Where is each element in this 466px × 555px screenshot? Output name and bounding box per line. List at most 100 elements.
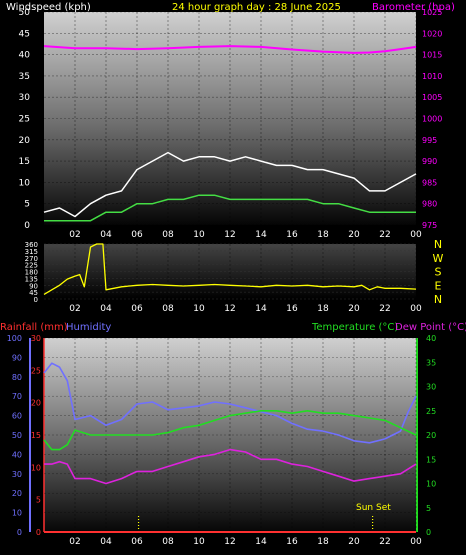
direction-y-tick-label: 180 (25, 269, 38, 277)
wind-y-tick-label: 20 (19, 136, 31, 146)
barometer-series (43, 45, 417, 54)
wind-direction-series (43, 243, 417, 295)
direction-y-tick-label: 270 (25, 255, 38, 263)
temperature-axis-title: Temperature (°C) (311, 322, 398, 333)
wind-y-tick-label: 30 (19, 93, 31, 103)
rainfall-y-tick-label: 20 (31, 399, 41, 408)
x-tick-label: 02 (69, 230, 80, 240)
baro-y-tick-label: 990 (422, 157, 437, 166)
dewpoint-axis-title: Dew Point (°C) (395, 322, 466, 333)
x-tick-label: 02 (69, 304, 80, 314)
baro-y-tick-label: 1015 (422, 51, 442, 60)
x-tick-label: 02 (69, 537, 80, 547)
x-tick-label: 10 (193, 230, 205, 240)
compass-tick-label: W (433, 252, 444, 265)
x-tick-label: 00 (410, 230, 422, 240)
rainfall-axis-title: Rainfall (mm) (0, 322, 68, 333)
windspeed-axis-title: Windspeed (kph) (6, 2, 91, 13)
humidity-y-tick-label: 100 (7, 334, 22, 343)
wind-y-tick-label: 0 (24, 221, 30, 231)
compass-tick-label: E (435, 279, 442, 292)
humidity-y-tick-label: 50 (12, 431, 22, 440)
rainfall-y-tick-label: 15 (31, 431, 41, 440)
rainfall-y-tick-label: 0 (36, 528, 41, 537)
baro-y-tick-label: 1005 (422, 93, 442, 102)
temperature-y-tick-label: 10 (426, 480, 436, 489)
baro-y-tick-label: 975 (422, 221, 437, 230)
humidity-y-tick-label: 30 (12, 470, 22, 479)
baro-y-tick-label: 995 (422, 136, 437, 145)
x-tick-label: 18 (317, 537, 329, 547)
x-tick-label: 16 (286, 304, 298, 314)
x-tick-label: 10 (193, 304, 205, 314)
temperature-series (43, 409, 417, 451)
compass-tick-label: N (434, 293, 442, 306)
x-tick-label: 14 (255, 304, 267, 314)
dewpoint-series (44, 448, 417, 485)
sunset-label: Sun Set (356, 503, 391, 513)
wind-y-tick-label: 10 (19, 178, 31, 188)
humidity-y-tick-label: 20 (12, 489, 22, 498)
humidity-y-tick-label: 10 (12, 509, 22, 518)
rainfall-y-tick-label: 10 (31, 463, 41, 472)
direction-y-tick-label: 315 (25, 248, 38, 256)
graph-title: 24 hour graph day : 28 June 2025 (172, 2, 341, 13)
direction-y-tick-label: 225 (25, 262, 38, 270)
x-tick-label: 08 (162, 537, 174, 547)
x-tick-label: 06 (131, 230, 143, 240)
direction-y-tick-label: 135 (25, 275, 38, 283)
baro-y-tick-label: 1020 (422, 29, 442, 38)
temperature-y-tick-label: 30 (426, 383, 436, 392)
humidity-y-tick-label: 40 (12, 450, 22, 459)
wind-y-tick-label: 50 (19, 8, 31, 18)
x-tick-label: 16 (286, 230, 298, 240)
direction-y-tick-label: 0 (34, 296, 38, 304)
temperature-y-tick-label: 15 (426, 455, 436, 464)
x-tick-label: 22 (379, 537, 390, 547)
wind-y-tick-label: 45 (19, 29, 30, 39)
x-tick-label: 18 (317, 230, 329, 240)
x-tick-label: 20 (348, 230, 360, 240)
temperature-y-tick-label: 5 (426, 504, 431, 513)
humidity-y-tick-label: 70 (12, 392, 22, 401)
baro-y-tick-label: 985 (422, 178, 437, 187)
compass-tick-label: S (435, 266, 442, 279)
temperature-y-tick-label: 20 (426, 431, 436, 440)
windspeed-series (44, 194, 416, 222)
baro-y-tick-label: 1000 (422, 115, 442, 124)
x-tick-label: 06 (131, 537, 143, 547)
compass-tick-label: N (434, 238, 442, 251)
x-tick-label: 12 (224, 537, 235, 547)
x-tick-label: 16 (286, 537, 298, 547)
wind-y-tick-label: 5 (24, 200, 30, 210)
x-tick-label: 00 (410, 537, 422, 547)
x-tick-label: 14 (255, 230, 267, 240)
x-tick-label: 18 (317, 304, 329, 314)
barometer-axis-title: Barometer (hpa) (372, 2, 455, 13)
wind-y-tick-label: 40 (19, 51, 31, 61)
direction-y-tick-label: 90 (29, 282, 38, 290)
x-tick-label: 04 (100, 304, 112, 314)
rainfall-y-tick-label: 30 (31, 334, 41, 343)
rainfall-y-tick-label: 5 (36, 496, 41, 505)
rainfall-y-tick-label: 25 (31, 366, 41, 375)
humidity-y-tick-label: 60 (12, 412, 22, 421)
x-tick-label: 12 (224, 230, 235, 240)
humidity-series (43, 362, 417, 444)
x-tick-label: 20 (348, 537, 360, 547)
x-tick-label: 06 (131, 304, 143, 314)
direction-y-tick-label: 360 (25, 241, 38, 249)
wind-y-tick-label: 35 (19, 72, 30, 82)
baro-y-tick-label: 1025 (422, 8, 442, 17)
wind-y-tick-label: 15 (19, 157, 30, 167)
x-tick-label: 08 (162, 230, 174, 240)
temperature-y-tick-label: 35 (426, 358, 436, 367)
temperature-y-tick-label: 0 (426, 528, 431, 537)
wind-gust-series (43, 151, 417, 218)
temperature-y-tick-label: 40 (426, 334, 436, 343)
x-tick-label: 08 (162, 304, 174, 314)
humidity-y-tick-label: 90 (12, 353, 22, 362)
direction-y-tick-label: 45 (29, 289, 38, 297)
x-tick-label: 22 (379, 304, 390, 314)
